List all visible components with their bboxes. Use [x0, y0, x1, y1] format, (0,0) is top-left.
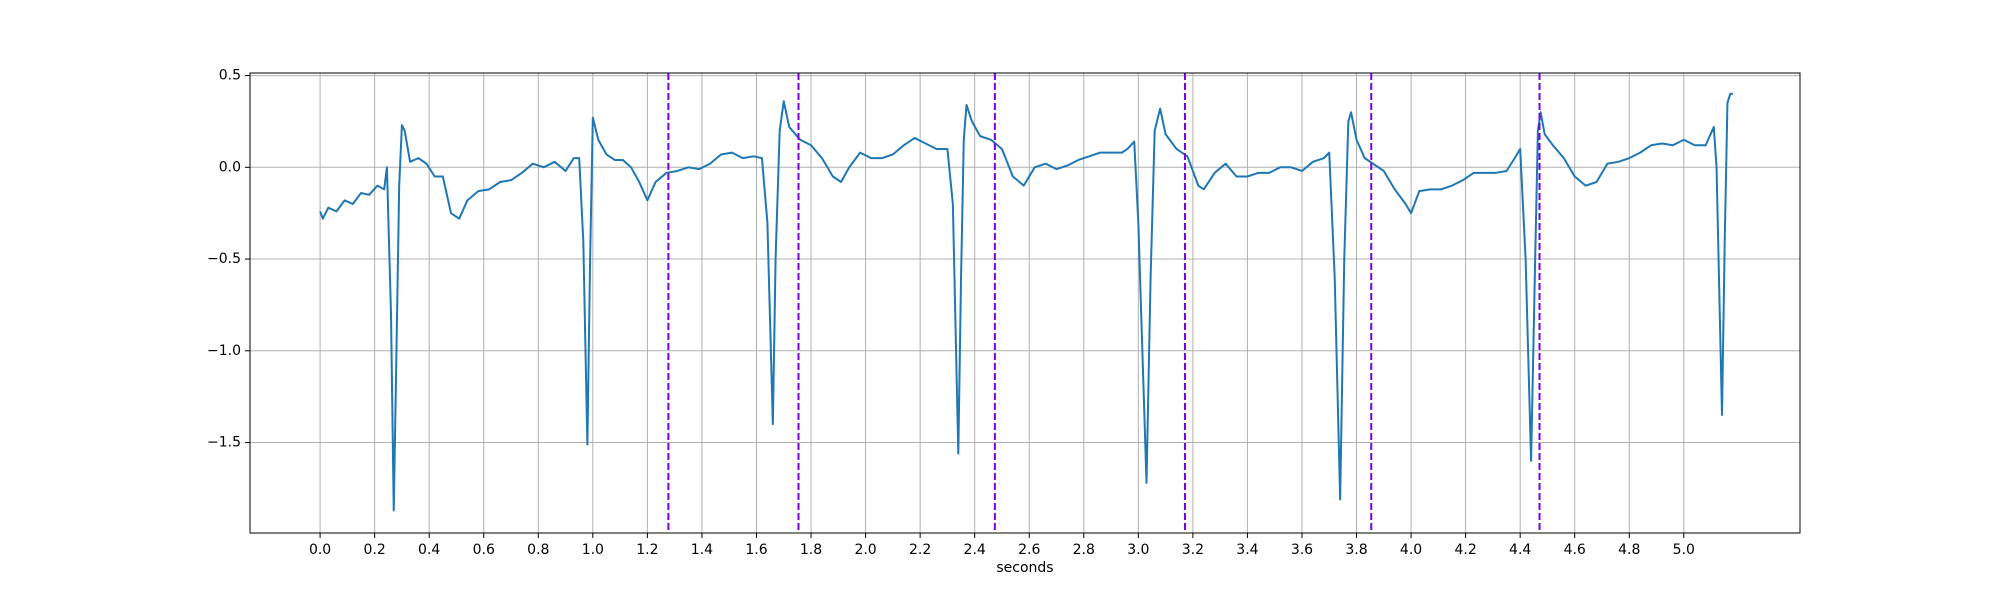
plot-frame [249, 72, 1801, 534]
x-tick-label: 5.0 [1673, 542, 1695, 558]
x-tick-label: 2.6 [1018, 542, 1040, 558]
y-tick-label: −1.0 [207, 343, 241, 359]
x-tick-label: 3.0 [1127, 542, 1149, 558]
x-tick-label: 2.8 [1073, 542, 1095, 558]
x-tick-label: 0.0 [309, 542, 331, 558]
x-tick-label: 1.6 [745, 542, 767, 558]
x-tick-label: 4.8 [1618, 542, 1640, 558]
x-tick-label: 1.2 [636, 542, 658, 558]
x-tick-label: 1.0 [582, 542, 604, 558]
x-axis-label: seconds [996, 560, 1053, 576]
x-tick-label: 1.8 [800, 542, 822, 558]
x-tick-label: 2.0 [854, 542, 876, 558]
x-tick-label: 3.4 [1236, 542, 1258, 558]
x-tick-label: 4.0 [1400, 542, 1422, 558]
x-tick-label: 1.4 [691, 542, 713, 558]
x-tick-label: 3.6 [1291, 542, 1313, 558]
x-tick-label: 3.2 [1182, 542, 1204, 558]
x-tick-label: 0.8 [527, 542, 549, 558]
x-tick-label: 0.4 [418, 542, 440, 558]
x-tick-label: 0.2 [364, 542, 386, 558]
x-tick-label: 4.2 [1454, 542, 1476, 558]
y-tick-label: 0.5 [219, 68, 241, 84]
x-tick-label: 0.6 [473, 542, 495, 558]
x-tick-label: 2.2 [909, 542, 931, 558]
signal-line [319, 92, 1733, 512]
y-tick-label: 0.0 [219, 159, 241, 175]
x-tick-label: 2.4 [964, 542, 986, 558]
y-tick-label: −1.5 [207, 435, 241, 451]
x-tick-label: 4.6 [1564, 542, 1586, 558]
x-tick-label: 3.8 [1345, 542, 1367, 558]
y-tick-label: −0.5 [207, 251, 241, 267]
x-tick-label: 4.4 [1509, 542, 1531, 558]
